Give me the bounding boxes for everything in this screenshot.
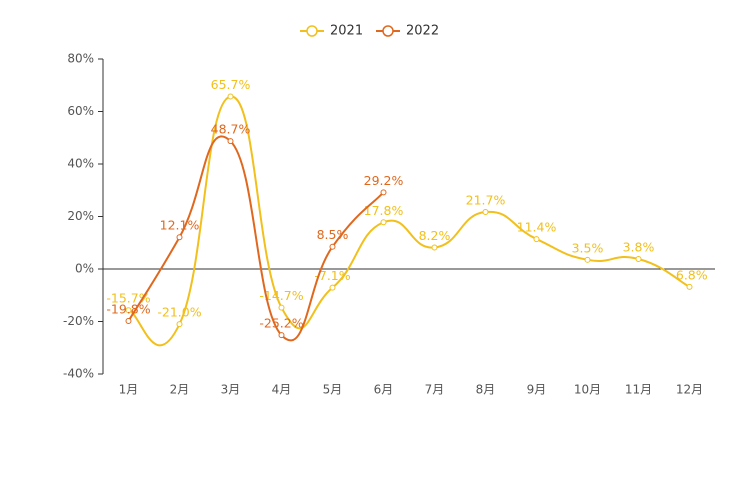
- point: [278, 304, 285, 311]
- x-tick-label: 9月: [527, 383, 547, 397]
- y-tick-label: 40%: [67, 157, 94, 171]
- data-label: -6.8%: [671, 267, 707, 282]
- data-label: -21.0%: [157, 305, 201, 320]
- data-label: 17.8%: [364, 203, 404, 218]
- x-tick-label: 12月: [676, 383, 703, 397]
- point: [176, 234, 183, 241]
- point: [431, 244, 438, 251]
- x-tick-label: 11月: [625, 383, 652, 397]
- point: [176, 321, 183, 328]
- point: [380, 219, 387, 226]
- data-label: -14.7%: [259, 288, 303, 303]
- data-label: 8.2%: [419, 228, 451, 243]
- point: [635, 256, 642, 263]
- y-tick-label: 20%: [67, 209, 94, 223]
- point: [227, 138, 234, 145]
- point: [482, 209, 489, 216]
- data-label: -25.2%: [259, 316, 303, 331]
- y-tick-label: 80%: [67, 52, 94, 66]
- point: [584, 256, 591, 263]
- point: [329, 243, 336, 250]
- x-tick-label: 3月: [221, 383, 241, 397]
- data-label: 11.4%: [517, 220, 557, 235]
- data-label: 8.5%: [317, 227, 349, 242]
- point: [380, 189, 387, 196]
- series-line: [128, 95, 690, 347]
- x-tick-label: 5月: [323, 383, 343, 397]
- data-label: 3.8%: [623, 240, 655, 255]
- data-label: 3.5%: [572, 240, 604, 255]
- y-tick-label: 0%: [75, 262, 94, 276]
- legend-marker: [306, 25, 318, 37]
- data-label: 29.2%: [364, 173, 404, 188]
- data-label: 48.7%: [211, 122, 251, 137]
- point: [278, 332, 285, 339]
- x-tick-label: 1月: [119, 383, 139, 397]
- data-label: 21.7%: [466, 193, 506, 208]
- point: [686, 283, 693, 290]
- data-label: -7.1%: [314, 268, 350, 283]
- point: [125, 317, 132, 324]
- x-tick-label: 10月: [574, 383, 601, 397]
- legend-label: 2021: [330, 24, 363, 39]
- data-label: 65.7%: [211, 77, 251, 92]
- x-tick-label: 4月: [272, 383, 292, 397]
- data-label: 12.1%: [160, 218, 200, 233]
- legend-label: 2022: [406, 24, 439, 39]
- point: [227, 93, 234, 100]
- point: [125, 307, 132, 314]
- point: [533, 236, 540, 243]
- data-label: -19.8%: [106, 301, 150, 316]
- y-tick-label: -40%: [63, 367, 94, 381]
- x-tick-label: 8月: [476, 383, 496, 397]
- y-tick-label: 60%: [67, 104, 94, 118]
- point: [329, 284, 336, 291]
- y-tick-label: -20%: [63, 314, 94, 328]
- x-tick-label: 6月: [374, 383, 394, 397]
- x-tick-label: 2月: [170, 383, 190, 397]
- legend-marker: [382, 25, 394, 37]
- x-tick-label: 7月: [425, 383, 445, 397]
